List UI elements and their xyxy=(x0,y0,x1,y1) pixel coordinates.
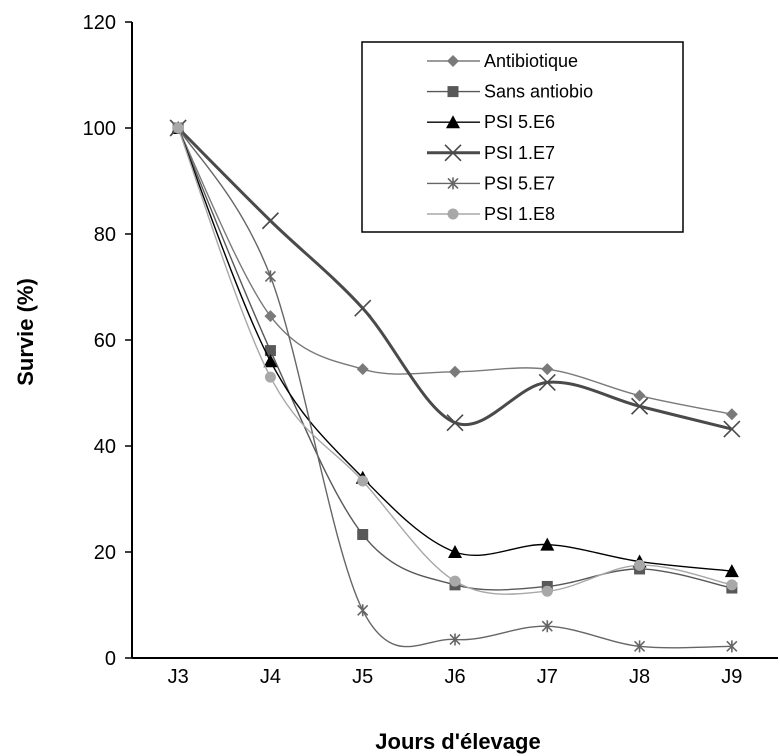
x-tick-label: J9 xyxy=(721,666,742,688)
data-point xyxy=(357,529,369,541)
series-line xyxy=(177,127,732,591)
y-tick-label: 40 xyxy=(94,436,116,458)
legend-label: PSI 5.E7 xyxy=(484,173,555,193)
legend-entry: PSI 5.E6 xyxy=(427,112,555,132)
legend-marker xyxy=(446,115,460,129)
data-point xyxy=(172,122,184,134)
data-point xyxy=(538,373,556,391)
series-line xyxy=(177,127,732,649)
data-point xyxy=(541,620,553,633)
data-point xyxy=(726,579,738,591)
x-tick-label: J7 xyxy=(537,666,558,688)
data-point xyxy=(264,345,276,357)
y-tick-label: 60 xyxy=(94,330,116,352)
legend-label: Antibiotique xyxy=(484,51,578,71)
data-point xyxy=(449,633,461,646)
data-point xyxy=(634,559,646,571)
y-axis-title: Survie (%) xyxy=(13,278,38,386)
y-tick-label: 120 xyxy=(83,12,116,34)
data-point xyxy=(724,564,739,578)
data-point xyxy=(631,397,649,415)
data-point xyxy=(354,299,372,317)
series-6 xyxy=(172,122,738,597)
series-5 xyxy=(172,122,738,653)
data-point xyxy=(264,270,276,283)
legend-entry: PSI 1.E8 xyxy=(427,204,555,224)
legend-entry: PSI 1.E7 xyxy=(427,143,555,163)
y-tick-label: 100 xyxy=(83,118,116,140)
data-point xyxy=(448,545,462,558)
legend: Antibiotique Sans antiobio PSI 5.E6 PSI 1.E… xyxy=(361,41,684,233)
data-point xyxy=(263,354,278,368)
legend-marker xyxy=(447,55,459,67)
data-point xyxy=(723,420,741,438)
x-tick-label: J8 xyxy=(629,666,650,688)
x-tick-label: J3 xyxy=(168,666,189,688)
legend-label: PSI 1.E7 xyxy=(484,143,555,163)
legend-entry: Antibiotique xyxy=(427,51,578,71)
data-point xyxy=(449,575,461,587)
x-tick-label: J6 xyxy=(444,666,465,688)
data-point xyxy=(356,363,369,376)
data-point xyxy=(446,414,464,432)
legend-box xyxy=(361,41,684,233)
data-point xyxy=(261,212,279,230)
series-line xyxy=(177,127,732,572)
data-point xyxy=(634,640,646,653)
axes: 0 20 40 60 80 100 120 J3 J4 J5 J6 J7 J8 J9 xyxy=(83,12,778,688)
x-axis-title: Jours d'élevage xyxy=(375,729,540,754)
y-tick-label: 80 xyxy=(94,224,116,246)
legend-marker xyxy=(447,86,459,98)
legend-marker xyxy=(447,177,459,190)
data-point xyxy=(633,389,646,402)
legend-label: Sans antiobio xyxy=(484,82,593,102)
series-line xyxy=(177,127,733,595)
data-point xyxy=(357,475,369,487)
data-point xyxy=(541,585,553,597)
data-point xyxy=(725,408,738,421)
data-point xyxy=(540,537,555,551)
legend-label: PSI 5.E6 xyxy=(484,112,555,132)
y-tick-label: 20 xyxy=(94,542,116,564)
series-4 xyxy=(169,119,741,438)
legend-label: PSI 1.E8 xyxy=(484,204,555,224)
data-point xyxy=(264,310,277,323)
y-tick-label: 0 xyxy=(105,648,116,670)
legend-entry: Sans antiobio xyxy=(427,82,593,102)
data-point xyxy=(264,371,276,383)
x-tick-label: J5 xyxy=(352,666,373,688)
legend-entry: PSI 5.E7 xyxy=(427,173,555,193)
legend-marker xyxy=(444,144,462,162)
data-point xyxy=(726,640,738,653)
series-group xyxy=(169,119,741,653)
legend-marker xyxy=(447,208,459,220)
data-point xyxy=(449,365,461,378)
data-point xyxy=(541,363,554,376)
x-tick-label: J4 xyxy=(260,666,281,688)
data-point xyxy=(357,604,369,617)
